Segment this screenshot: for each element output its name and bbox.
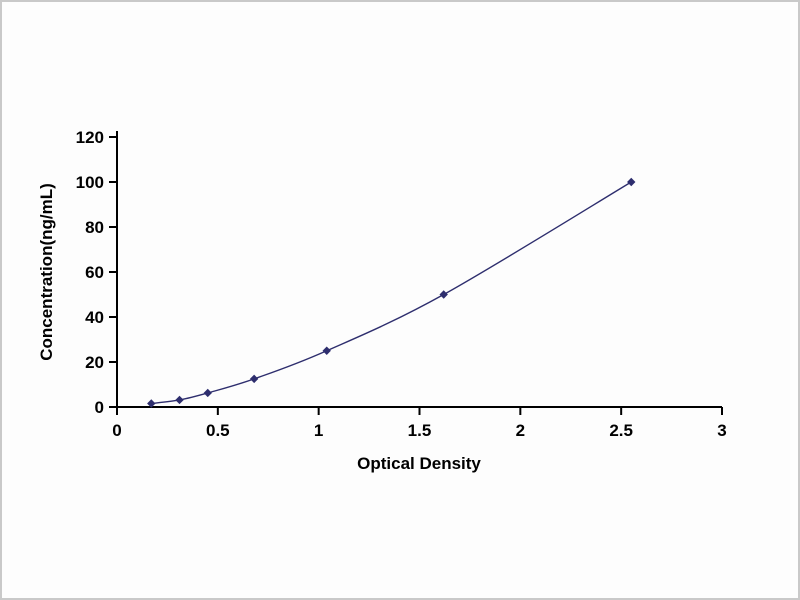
svg-text:60: 60 xyxy=(85,263,104,282)
svg-text:120: 120 xyxy=(76,128,104,147)
curve-line xyxy=(151,181,632,405)
data-point-marker xyxy=(203,388,212,398)
svg-text:1.5: 1.5 xyxy=(408,421,432,440)
data-point-marker xyxy=(249,374,259,384)
svg-text:0.5: 0.5 xyxy=(206,421,230,440)
data-point-marker xyxy=(322,346,331,355)
svg-text:0: 0 xyxy=(112,421,121,440)
data-point-marker xyxy=(175,395,184,405)
svg-text:3: 3 xyxy=(717,421,726,440)
svg-text:100: 100 xyxy=(76,173,104,192)
y-axis-title: Concentration(ng/mL) xyxy=(37,183,56,361)
svg-text:1: 1 xyxy=(314,421,323,440)
svg-text:2.5: 2.5 xyxy=(609,421,633,440)
svg-text:40: 40 xyxy=(85,308,104,327)
data-point-marker xyxy=(627,177,636,187)
svg-text:2: 2 xyxy=(516,421,525,440)
svg-text:20: 20 xyxy=(85,353,104,372)
data-point-marker xyxy=(439,290,448,299)
data-point-marker xyxy=(147,399,156,408)
svg-text:0: 0 xyxy=(95,398,104,417)
svg-text:80: 80 xyxy=(85,218,104,237)
x-axis-title: Optical Density xyxy=(357,454,481,473)
